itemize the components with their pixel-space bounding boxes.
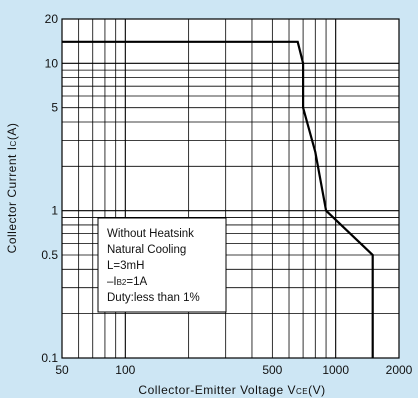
y-tick-label: 20 bbox=[45, 12, 59, 26]
y-tick-label: 0.5 bbox=[41, 248, 58, 262]
x-tick-labels: 50 100 500 1000 2000 bbox=[55, 363, 412, 377]
y-tick-label: 0.1 bbox=[41, 351, 58, 365]
series-line bbox=[62, 40, 374, 358]
plot-border bbox=[61, 18, 400, 359]
x-tick-label: 100 bbox=[115, 363, 135, 377]
annotation-line-1: Without Heatsink bbox=[107, 228, 194, 240]
y-tick-label: 10 bbox=[45, 56, 59, 70]
annotation-line-5: Duty:less than 1% bbox=[107, 292, 200, 304]
y-axis-label: Collector Current IC(A) bbox=[5, 123, 19, 254]
y-tick-label: 1 bbox=[51, 204, 58, 218]
y-tick-labels: 0.1 0.5 1 5 10 20 bbox=[41, 12, 58, 365]
x-tick-label: 50 bbox=[55, 363, 69, 377]
x-tick-label: 2000 bbox=[386, 363, 413, 377]
annotation-line-2: Natural Cooling bbox=[107, 244, 186, 256]
x-axis-label: Collector-Emitter Voltage VCE(V) bbox=[138, 383, 325, 397]
y-tick-label: 5 bbox=[51, 101, 58, 115]
annotation-box bbox=[97, 217, 227, 313]
annotation-line-3: L=3mH bbox=[107, 260, 144, 272]
x-tick-label: 500 bbox=[262, 363, 282, 377]
annotation-line-4: –IB2=1A bbox=[107, 276, 148, 288]
x-tick-label: 1000 bbox=[322, 363, 349, 377]
